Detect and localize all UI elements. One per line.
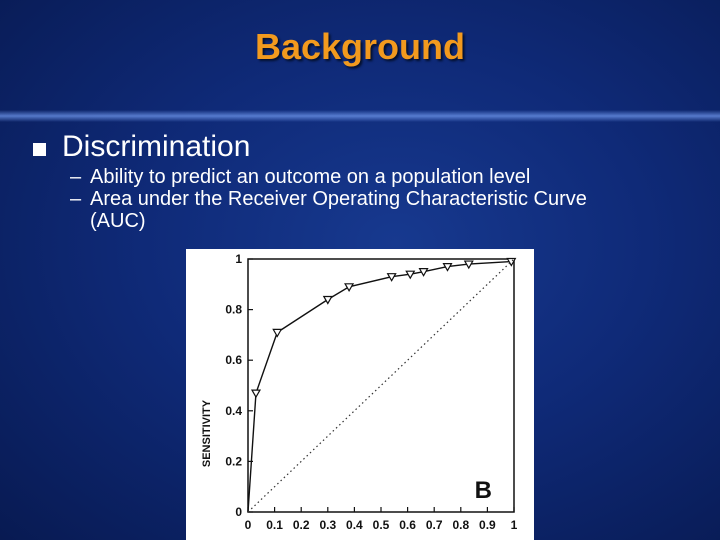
x-tick-label: 0.4	[346, 518, 363, 532]
roc-chart-panel: 0 0.2 0.4 0.6 0.8 1 0 0.1 0.2 0.3 0.4 0.5 0.6 0.7 0.8 0…	[186, 249, 534, 540]
bullet-discrimination: Discrimination	[62, 130, 251, 163]
reference-diagonal-line	[247, 258, 515, 513]
x-tick-label: 0.5	[373, 518, 390, 532]
x-tick-label: 0.7	[426, 518, 443, 532]
subbullet-2-text: Area under the Receiver Operating Charac…	[90, 188, 587, 210]
roc-point-marker	[344, 283, 355, 293]
x-tick-label: 0.2	[293, 518, 310, 532]
y-tick-label: 0.8	[225, 303, 242, 317]
y-axis-label: SENSITIVITY	[201, 399, 213, 467]
roc-point-marker	[250, 389, 262, 399]
roc-point-marker	[322, 295, 333, 305]
x-tick-label: 0.3	[319, 518, 336, 532]
roc-point-marker	[463, 260, 474, 270]
y-tick-label: 1	[235, 252, 242, 266]
x-tick-label: 0.6	[399, 518, 416, 532]
subbullet-1-text: Ability to predict an outcome on a popul…	[90, 166, 531, 188]
roc-point-marker	[272, 328, 283, 338]
subbullet-1: – Ability to predict an outcome on a popu…	[70, 166, 530, 188]
slide-title: Background	[254, 26, 466, 67]
dash-icon: –	[70, 166, 82, 188]
roc-chart: 0 0.2 0.4 0.6 0.8 1 0 0.1 0.2 0.3 0.4 0.5 0.6 0.7 0.8 0…	[201, 252, 518, 532]
x-tick-label: 0.8	[452, 518, 469, 532]
subbullet-2-continuation: (AUC)	[90, 210, 146, 232]
x-tick-label: 1	[511, 518, 518, 532]
y-tick-label: 0.6	[225, 353, 242, 367]
roc-point-marker	[418, 268, 429, 277]
title-divider	[0, 110, 720, 122]
bullet-square-icon	[33, 143, 46, 156]
panel-label: B	[475, 477, 492, 504]
roc-point-marker	[405, 270, 416, 280]
x-tick-label: 0	[245, 518, 252, 532]
y-tick-label: 0.4	[225, 404, 242, 418]
subbullet-2: – Area under the Receiver Operating Chara…	[70, 188, 587, 232]
x-tick-label: 0.1	[266, 518, 283, 532]
y-tick-label: 0.2	[225, 454, 242, 468]
roc-point-marker	[442, 262, 453, 272]
dash-icon: –	[70, 188, 82, 210]
y-tick-label: 0	[235, 505, 242, 519]
roc-point-marker	[386, 273, 397, 282]
x-tick-label: 0.9	[479, 518, 496, 532]
